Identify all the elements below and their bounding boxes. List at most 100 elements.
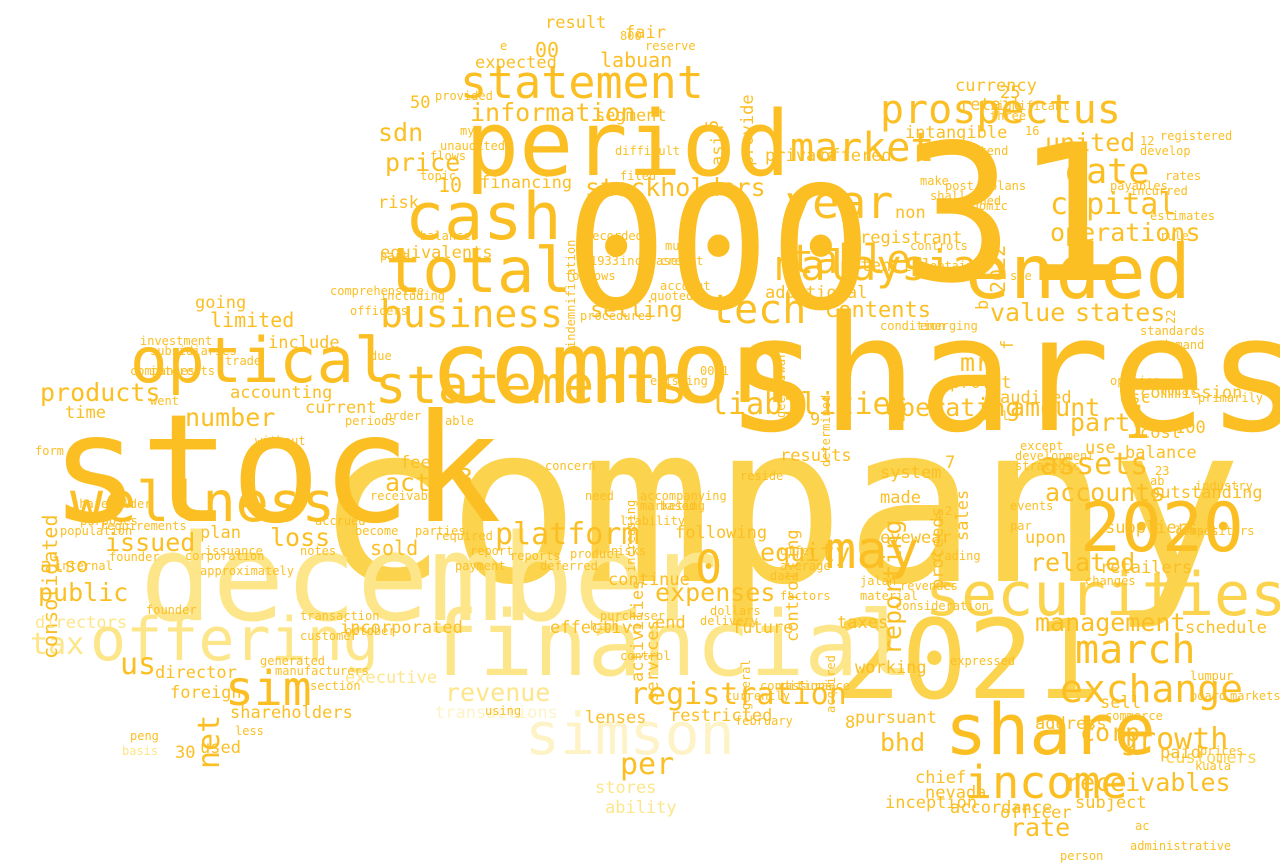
word: events	[1010, 499, 1054, 513]
word: working	[855, 658, 927, 678]
word: provided	[435, 89, 493, 103]
word: part	[380, 249, 409, 263]
word: shall	[930, 189, 967, 203]
word: average	[780, 559, 831, 573]
word: profit	[950, 373, 1012, 393]
word: march	[1075, 627, 1196, 673]
word: receivables	[1065, 768, 1231, 797]
word: payment	[455, 559, 506, 573]
word: without	[255, 434, 306, 448]
word: table	[790, 237, 911, 283]
word: tech	[710, 287, 807, 333]
word: must	[665, 239, 694, 253]
word: current	[305, 398, 377, 418]
word: account	[660, 279, 711, 293]
word: chief	[915, 768, 967, 788]
word: well	[980, 409, 1009, 423]
word: indemnification	[564, 239, 578, 348]
word: private	[765, 146, 837, 166]
word: time	[65, 403, 106, 423]
word: 2	[945, 504, 953, 518]
word: kuala	[1195, 759, 1232, 773]
word: future	[732, 618, 794, 638]
word: local	[1160, 384, 1197, 398]
word: liability	[620, 514, 686, 528]
word: effective	[550, 618, 643, 638]
word: consideration	[895, 599, 989, 613]
word: sim	[225, 661, 312, 717]
word: expected	[475, 53, 557, 73]
word: based	[660, 499, 697, 513]
word: schedule	[1185, 618, 1267, 638]
word: factors	[780, 589, 831, 603]
word: balance	[1125, 443, 1197, 463]
word: prices	[1200, 744, 1244, 758]
word: party	[1070, 408, 1146, 437]
word: following	[675, 523, 768, 543]
word: going	[195, 293, 247, 313]
word: generated	[260, 654, 326, 668]
word: notes	[300, 544, 337, 558]
word: data	[770, 569, 799, 583]
word: 30	[175, 743, 196, 763]
word: internal	[55, 559, 113, 573]
word: delivery	[700, 614, 758, 628]
word: plan	[200, 523, 241, 543]
word: rate	[1010, 813, 1071, 842]
word: october	[345, 624, 396, 638]
word: stores	[595, 778, 657, 798]
word: bhd	[880, 728, 926, 757]
word: non	[895, 203, 926, 223]
word: primarily	[1198, 391, 1264, 405]
word: went	[150, 394, 179, 408]
word: asc	[1120, 388, 1151, 408]
word: use	[1085, 438, 1116, 458]
word: may	[825, 521, 919, 581]
word: assets	[1040, 447, 1149, 482]
word: stockholders	[585, 173, 766, 202]
word: b	[973, 299, 993, 311]
word: 10	[438, 173, 463, 197]
word: offered	[820, 146, 892, 166]
word: sell	[1100, 693, 1141, 713]
word: form	[35, 444, 64, 458]
word: founder	[109, 550, 160, 564]
word: officers	[350, 304, 408, 318]
word: limited	[210, 308, 295, 332]
word: activities	[628, 579, 648, 682]
word: products	[40, 378, 161, 407]
word: operations	[1050, 218, 1201, 247]
word: nevada	[925, 783, 987, 803]
word: currency	[955, 76, 1037, 96]
word: report	[470, 544, 514, 558]
word: securities	[925, 560, 1280, 630]
word: information	[470, 98, 636, 127]
word: e	[500, 39, 508, 53]
word: issuance	[205, 544, 263, 558]
word: financing	[480, 173, 573, 193]
word: operating	[885, 393, 1021, 422]
word: difficult	[615, 144, 681, 158]
word: three	[990, 109, 1027, 123]
word: 4	[935, 509, 943, 523]
word: trading	[930, 549, 981, 563]
word: taxes	[837, 613, 889, 633]
word: offer	[780, 544, 817, 558]
word: markets	[1230, 689, 1280, 703]
word: risks	[610, 544, 647, 558]
word: per	[620, 747, 675, 782]
word: purchaser	[600, 609, 666, 623]
word: interests	[150, 364, 216, 378]
word: business	[380, 292, 564, 336]
word: accompanying	[640, 489, 727, 503]
word: accordance	[950, 798, 1053, 818]
word: rates	[1165, 169, 1202, 183]
word: 16	[1025, 124, 1040, 138]
word: potential	[840, 256, 933, 276]
word: sold	[370, 536, 419, 560]
word: existing	[650, 374, 708, 388]
word: parties	[415, 524, 466, 538]
word: post	[945, 179, 974, 193]
word: risk	[378, 193, 419, 213]
word: procedures	[580, 309, 653, 323]
